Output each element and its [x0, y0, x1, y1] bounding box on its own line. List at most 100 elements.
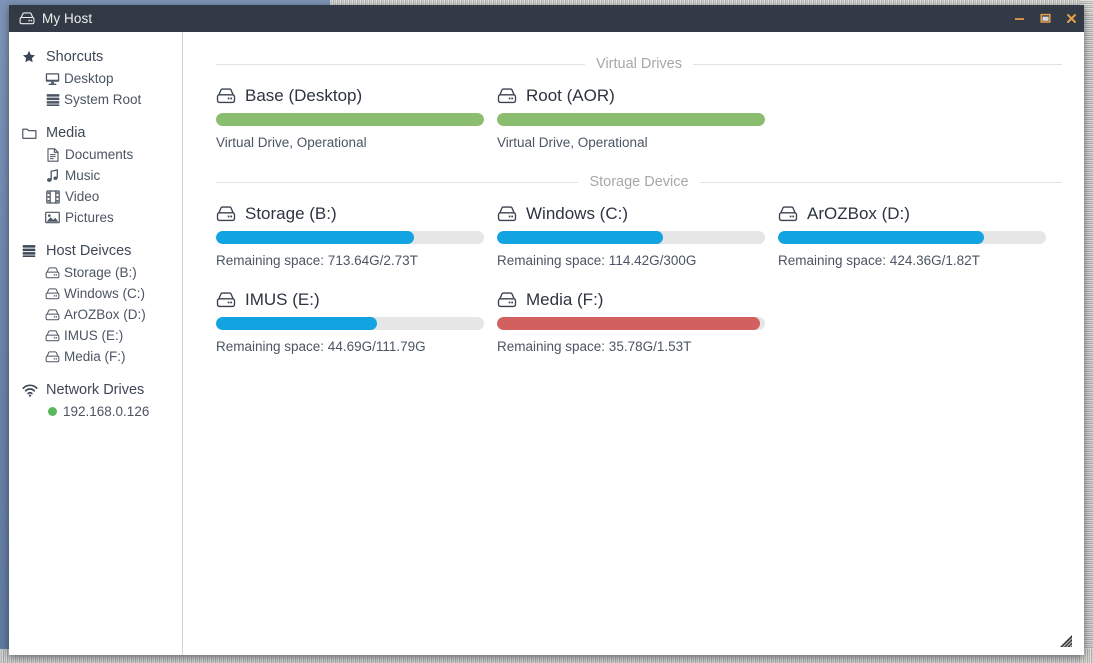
- section-title: Virtual Drives: [596, 56, 682, 72]
- drive-title-row: Storage (B:): [216, 204, 484, 224]
- usage-bar-track: [497, 231, 765, 244]
- usage-bar-track: [497, 113, 765, 126]
- storage-devices-grid: Storage (B:) Remaining space: 713.64G/2.…: [216, 204, 1062, 354]
- window-controls: [1006, 5, 1084, 32]
- sidebar-item-label: Desktop: [64, 71, 114, 86]
- sidebar-item-label: Music: [65, 168, 101, 183]
- sidebar-group-host-devices: Host Deivces: [9, 240, 182, 262]
- sidebar-item-label: Media (F:): [64, 349, 126, 364]
- drive-card-imus-e[interactable]: IMUS (E:) Remaining space: 44.69G/111.79…: [216, 290, 484, 354]
- resize-grip[interactable]: [1059, 634, 1073, 648]
- app-window: My Host: [9, 5, 1084, 655]
- monitor-icon: [44, 72, 61, 86]
- drive-card-media-f[interactable]: Media (F:) Remaining space: 35.78G/1.53T: [497, 290, 765, 354]
- hard-drive-icon: [216, 206, 236, 222]
- hard-drive-icon: [18, 12, 35, 26]
- drive-name: Windows (C:): [526, 204, 629, 223]
- drive-status-text: Virtual Drive, Operational: [216, 135, 367, 150]
- maximize-button[interactable]: [1032, 5, 1058, 32]
- usage-bar-fill: [778, 231, 985, 244]
- drive-name: ArOZBox (D:): [807, 204, 910, 223]
- section-header-virtual-drives: Virtual Drives: [216, 56, 1063, 72]
- sidebar-item-imus-e[interactable]: IMUS (E:): [9, 325, 182, 346]
- sidebar-item-music[interactable]: Music: [9, 165, 182, 186]
- drive-name: Root (AOR): [526, 86, 615, 105]
- sidebar: Shorcuts Desktop: [9, 32, 183, 655]
- usage-bar-track: [216, 231, 484, 244]
- section-rule-right: [692, 63, 1063, 65]
- sidebar-item-label: Documents: [65, 147, 134, 162]
- drive-card-base-desktop[interactable]: Base (Desktop) Virtual Drive, Operationa…: [216, 86, 484, 150]
- server-stack-icon: [22, 244, 41, 258]
- drive-status-text: Remaining space: 713.64G/2.73T: [216, 253, 418, 268]
- sidebar-group-network-drives: Network Drives: [9, 379, 182, 401]
- sidebar-group-label: Network Drives: [46, 382, 145, 398]
- folder-icon: [22, 127, 41, 140]
- window-titlebar[interactable]: My Host: [9, 5, 1084, 32]
- drive-card-windows-c[interactable]: Windows (C:) Remaining space: 114.42G/30…: [497, 204, 765, 268]
- sidebar-item-arozbox-d[interactable]: ArOZBox (D:): [9, 304, 182, 325]
- usage-bar-track: [497, 317, 765, 330]
- usage-bar-track: [216, 317, 484, 330]
- sidebar-item-desktop[interactable]: Desktop: [9, 68, 182, 89]
- hard-drive-icon: [44, 329, 61, 342]
- drive-status-text: Remaining space: 44.69G/111.79G: [216, 339, 426, 354]
- section-rule-right: [699, 181, 1063, 183]
- sidebar-group-shortcuts: Shorcuts: [9, 46, 182, 68]
- hard-drive-icon: [497, 88, 517, 104]
- close-button[interactable]: [1058, 5, 1084, 32]
- section-rule-left: [216, 63, 586, 65]
- sidebar-item-media-f[interactable]: Media (F:): [9, 346, 182, 367]
- drive-title-row: Media (F:): [497, 290, 765, 310]
- sidebar-item-network-host[interactable]: 192.168.0.126: [9, 401, 182, 422]
- drive-title-row: Windows (C:): [497, 204, 765, 224]
- hard-drive-icon: [497, 292, 517, 308]
- hard-drive-icon: [44, 350, 61, 363]
- sidebar-item-video[interactable]: Video: [9, 186, 182, 207]
- sidebar-item-pictures[interactable]: Pictures: [9, 207, 182, 228]
- usage-bar-fill: [497, 113, 765, 126]
- drive-status-text: Remaining space: 424.36G/1.82T: [778, 253, 980, 268]
- drive-card-storage-b[interactable]: Storage (B:) Remaining space: 713.64G/2.…: [216, 204, 484, 268]
- window-title: My Host: [42, 11, 93, 26]
- sidebar-item-label: ArOZBox (D:): [64, 307, 146, 322]
- hard-drive-icon: [216, 88, 236, 104]
- hard-drive-icon: [497, 206, 517, 222]
- window-content: Shorcuts Desktop: [9, 32, 1084, 655]
- sidebar-item-documents[interactable]: Documents: [9, 144, 182, 165]
- sidebar-item-label: Pictures: [65, 210, 114, 225]
- sidebar-item-system-root[interactable]: System Root: [9, 89, 182, 110]
- drive-card-arozbox-d[interactable]: ArOZBox (D:) Remaining space: 424.36G/1.…: [778, 204, 1046, 268]
- sidebar-item-label: Windows (C:): [64, 286, 146, 301]
- usage-bar-fill: [216, 317, 377, 330]
- sidebar-group-media: Media: [9, 122, 182, 144]
- sidebar-group-label: Media: [46, 125, 86, 141]
- document-icon: [44, 147, 61, 162]
- music-note-icon: [44, 168, 61, 183]
- sidebar-item-label: Storage (B:): [64, 265, 137, 280]
- usage-bar-fill: [216, 231, 415, 244]
- section-title: Storage Device: [589, 174, 689, 190]
- hard-drive-icon: [44, 266, 61, 279]
- sidebar-item-label: 192.168.0.126: [63, 404, 150, 419]
- main-panel: Virtual Drives Base: [183, 32, 1084, 655]
- sidebar-item-windows-c[interactable]: Windows (C:): [9, 283, 182, 304]
- usage-bar-track: [216, 113, 484, 126]
- drive-name: IMUS (E:): [245, 290, 320, 309]
- usage-bar-fill: [497, 231, 664, 244]
- drive-status-text: Remaining space: 35.78G/1.53T: [497, 339, 692, 354]
- drive-title-row: Root (AOR): [497, 86, 765, 106]
- usage-bar-fill: [497, 317, 760, 330]
- hard-drive-icon: [44, 308, 61, 321]
- sidebar-item-label: System Root: [64, 92, 142, 107]
- drive-card-root-aor[interactable]: Root (AOR) Virtual Drive, Operational: [497, 86, 765, 150]
- sidebar-group-label: Shorcuts: [46, 49, 104, 65]
- drive-status-text: Virtual Drive, Operational: [497, 135, 648, 150]
- drive-name: Base (Desktop): [245, 86, 363, 105]
- drive-name: Media (F:): [526, 290, 604, 309]
- sidebar-item-label: Video: [65, 189, 100, 204]
- minimize-button[interactable]: [1006, 5, 1032, 32]
- sidebar-item-storage-b[interactable]: Storage (B:): [9, 262, 182, 283]
- sidebar-item-label: IMUS (E:): [64, 328, 124, 343]
- wifi-icon: [22, 383, 41, 397]
